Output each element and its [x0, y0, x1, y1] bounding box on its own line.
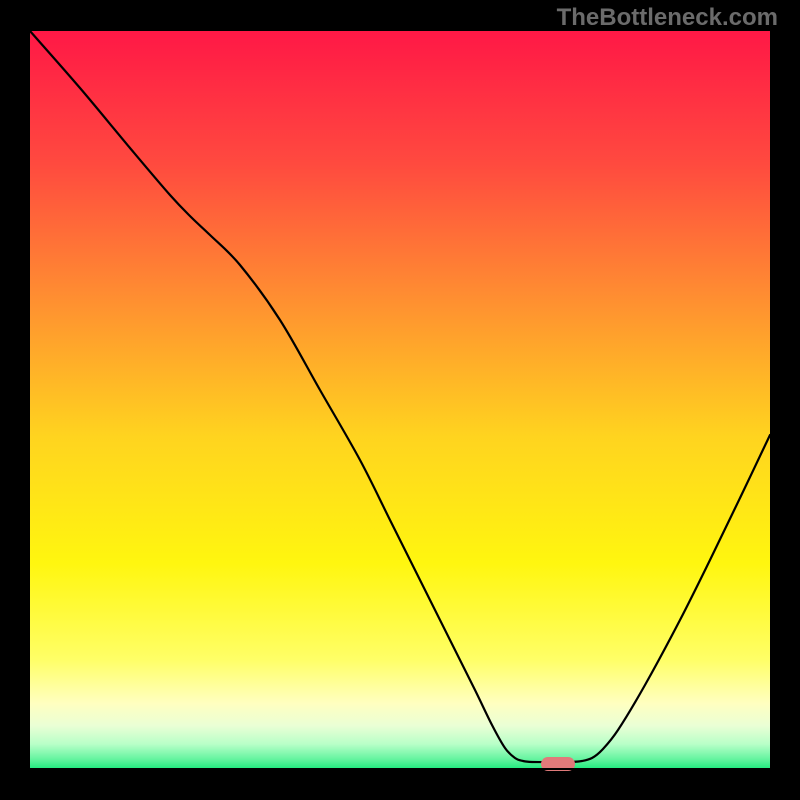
bottleneck-curve-chart	[0, 0, 800, 800]
watermark-text: TheBottleneck.com	[557, 4, 778, 32]
chart-container: TheBottleneck.com	[0, 0, 800, 800]
